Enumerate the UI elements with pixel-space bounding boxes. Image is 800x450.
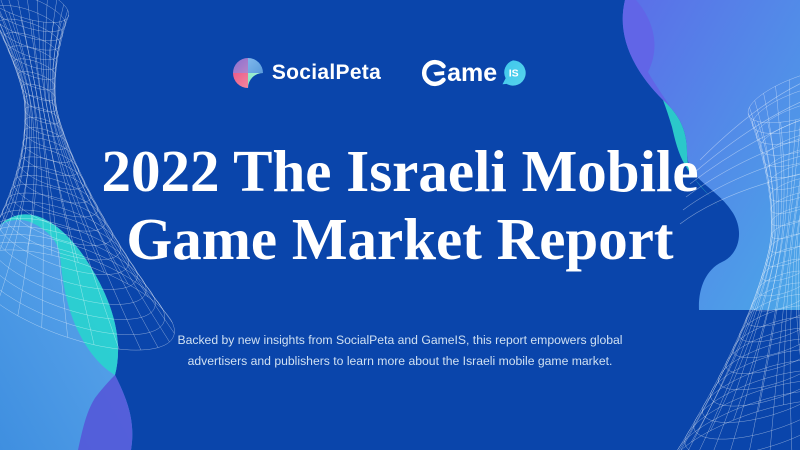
svg-text:IS: IS (509, 68, 519, 80)
